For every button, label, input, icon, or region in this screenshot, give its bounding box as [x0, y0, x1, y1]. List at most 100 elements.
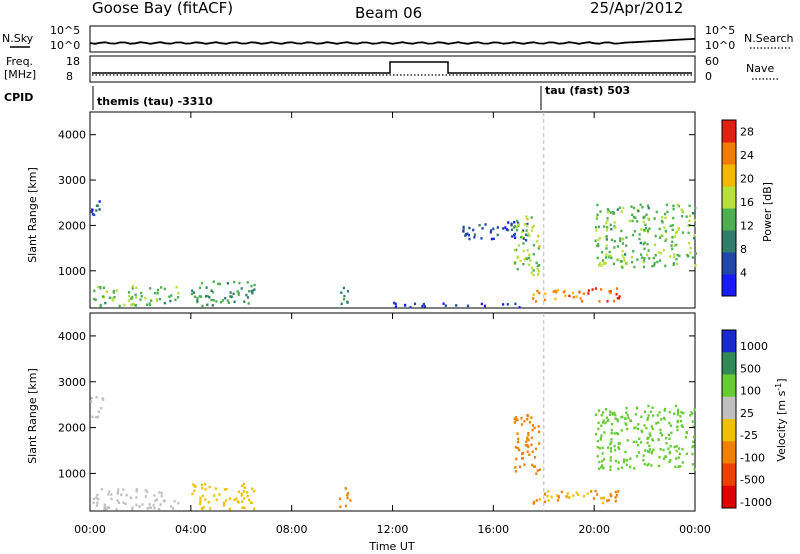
velocity-echo-cell	[202, 506, 205, 509]
power-echo-cell	[676, 253, 679, 257]
power-echo-cell	[664, 239, 667, 242]
power-echo-cell	[609, 211, 612, 214]
velocity-echo-cell	[600, 497, 603, 500]
power-echo-cell	[230, 295, 233, 299]
velocity-echo-cell	[237, 490, 240, 493]
velocity-echo-cell	[95, 396, 98, 399]
power-echo-cell	[642, 242, 645, 246]
velocity-echo-cell	[228, 507, 231, 511]
power-echo-cell	[656, 260, 659, 264]
power-colorbar-tick: 12	[740, 220, 754, 233]
power-echo-cell	[616, 208, 619, 211]
velocity-echo-cell	[135, 490, 138, 493]
velocity-echo-cell	[141, 503, 144, 506]
power-echo-cell	[196, 299, 199, 303]
velocity-echo-cell	[514, 416, 518, 419]
velocity-echo-cell	[599, 436, 602, 440]
power-echo-cell	[517, 221, 520, 225]
power-echo-cell	[98, 208, 101, 211]
velocity-echo-cell	[95, 504, 99, 507]
power-echo-cell	[496, 226, 499, 229]
velocity-echo-cell	[565, 495, 568, 498]
velocity-echo-cell	[644, 449, 647, 452]
power-echo-cell	[212, 280, 215, 283]
velocity-echo-cell	[517, 440, 520, 444]
power-echo-cell	[139, 298, 142, 301]
velocity-echo-cell	[95, 496, 98, 500]
power-echo-cell	[194, 295, 197, 299]
power-echo-cell	[177, 296, 180, 299]
velocity-echo-cell	[108, 506, 111, 509]
power-echo-cell	[394, 302, 397, 306]
velocity-echo-cell	[624, 450, 627, 454]
velocity-echo-cell	[660, 418, 663, 421]
velocity-echo-cell	[684, 436, 687, 439]
velocity-echo-cell	[535, 472, 538, 475]
power-echo-cell	[653, 217, 656, 220]
velocity-echo-cell	[209, 507, 212, 510]
velocity-echo-cell	[531, 463, 534, 467]
velocity-echo-cell	[120, 493, 123, 496]
power-echo-cell	[644, 229, 647, 233]
power-echo-cell	[442, 302, 445, 305]
velocity-echo-cell	[651, 427, 654, 431]
velocity-colorbar-swatch	[722, 485, 736, 509]
velocity-echo-cell	[622, 460, 626, 464]
velocity-echo-cell	[531, 450, 534, 453]
power-echo-cell	[654, 254, 657, 257]
velocity-echo-cell	[191, 492, 194, 496]
velocity-echo-cell	[513, 417, 516, 421]
velocity-echo-cell	[138, 505, 141, 508]
power-echo-cell	[689, 251, 692, 254]
power-echo-cell	[532, 273, 535, 277]
power-echo-cell	[169, 299, 172, 303]
power-echo-cell	[606, 220, 609, 223]
xtick-label: 20:00	[578, 523, 610, 536]
velocity-echo-cell	[152, 504, 155, 507]
power-echo-cell	[513, 225, 517, 228]
power-echo-cell	[160, 286, 163, 289]
power-echo-cell	[643, 259, 646, 263]
power-echo-cell	[571, 291, 574, 295]
velocity-echo-cell	[223, 488, 226, 491]
velocity-echo-cell	[675, 449, 678, 453]
power-echo-cell	[625, 236, 628, 239]
power-echo-cell	[113, 296, 116, 299]
power-echo-cell	[681, 231, 685, 234]
power-echo-cell	[253, 288, 256, 291]
velocity-echo-cell	[115, 508, 118, 511]
velocity-echo-cell	[530, 436, 533, 440]
velocity-echo-cell	[647, 404, 650, 408]
velocity-echo-cell	[199, 502, 202, 506]
velocity-echo-cell	[598, 447, 601, 450]
power-echo-cell	[598, 300, 601, 303]
power-echo-cell	[653, 264, 656, 267]
velocity-echo-cell	[193, 484, 196, 488]
power-echo-cell	[537, 247, 540, 250]
power-echo-cell	[616, 245, 620, 248]
power-echo-cell	[522, 249, 525, 253]
power-echo-cell	[108, 296, 111, 299]
power-echo-cell	[526, 224, 529, 228]
power-echo-cell	[510, 222, 513, 226]
noise-panel: N.Sky 10^5 10^0 10^5 10^0 N.Search	[2, 24, 794, 53]
noise-right-tick-bottom: 10^0	[705, 39, 735, 52]
power-echo-cell	[605, 221, 608, 225]
velocity-echo-cell	[148, 503, 151, 506]
power-echo-cell	[606, 217, 609, 220]
power-echo-cell	[633, 230, 636, 233]
velocity-echo-cell	[679, 419, 683, 423]
power-echo-cell	[246, 281, 249, 284]
velocity-echo-cell	[108, 490, 111, 493]
velocity-echo-cell	[675, 457, 678, 460]
velocity-echo-cell	[610, 432, 613, 435]
power-echo-cell	[623, 259, 626, 262]
power-echo-cell	[177, 292, 180, 295]
power-echo-cell	[646, 204, 650, 207]
velocity-echo-cell	[246, 491, 249, 494]
power-ytick-label: 1000	[58, 265, 86, 278]
velocity-echo-cell	[517, 446, 520, 450]
power-echo-cell	[596, 203, 599, 207]
velocity-echo-cell	[204, 488, 207, 491]
power-echo-cell	[618, 295, 621, 298]
